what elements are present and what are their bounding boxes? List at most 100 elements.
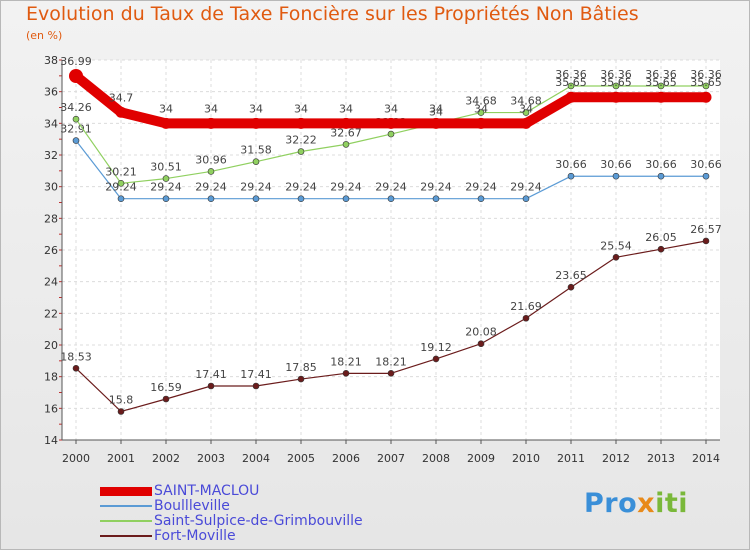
data-point-saint-sulpice-de-grimbouville <box>297 148 305 155</box>
data-label-fort-moville: 18.53 <box>60 350 92 363</box>
data-label-boullleville: 29.24 <box>285 181 317 194</box>
data-point-boullleville <box>252 195 260 202</box>
x-tick-label: 2013 <box>647 452 675 465</box>
x-tick-label: 2004 <box>242 452 270 465</box>
data-point-saint-maclou <box>340 117 352 129</box>
data-label-saint-sulpice-de-grimbouville: 30.51 <box>150 161 182 174</box>
data-point-saint-maclou <box>565 91 577 103</box>
data-label-fort-moville: 20.08 <box>465 326 497 339</box>
data-label-saint-sulpice-de-grimbouville: 34.68 <box>465 95 497 108</box>
y-axis-unit: (en %) <box>26 29 63 42</box>
data-label-fort-moville: 19.12 <box>420 341 452 354</box>
x-tick-label: 2014 <box>692 452 720 465</box>
data-label-saint-maclou: 35.65 <box>645 76 677 89</box>
data-label-boullleville: 29.24 <box>150 181 182 194</box>
y-tick-label: 26 <box>44 244 58 257</box>
data-label-fort-moville: 17.41 <box>195 368 227 381</box>
data-point-saint-maclou <box>475 117 487 129</box>
data-label-fort-moville: 23.65 <box>555 269 587 282</box>
data-point-saint-maclou <box>700 91 712 103</box>
line-chart: 14 16 18 20 22 24 26 28 30 32 34 36 38 2000 2001 2002 20… <box>44 54 722 465</box>
x-tick-label: 2006 <box>332 452 360 465</box>
data-label-saint-sulpice-de-grimbouville: 31.58 <box>240 144 272 157</box>
data-point-boullleville <box>477 195 485 202</box>
data-point-boullleville <box>567 172 575 180</box>
y-tick-label: 24 <box>44 276 58 289</box>
y-tick-label: 14 <box>44 434 58 447</box>
chart-title: Evolution du Taux de Taxe Foncière sur l… <box>26 3 639 25</box>
data-point-saint-sulpice-de-grimbouville <box>522 109 530 116</box>
data-label-saint-sulpice-de-grimbouville: 32.67 <box>330 126 362 139</box>
data-point-boullleville <box>522 195 530 202</box>
data-label-boullleville: 29.24 <box>420 181 452 194</box>
y-tick-label: 16 <box>44 402 58 415</box>
x-tick-label: 2001 <box>107 452 135 465</box>
data-point-boullleville <box>342 195 350 202</box>
legend-label: Boullleville <box>154 498 230 514</box>
data-point-fort-moville <box>207 382 215 390</box>
data-label-boullleville: 32.91 <box>60 123 92 136</box>
data-label-boullleville: 30.66 <box>555 158 587 171</box>
data-point-saint-sulpice-de-grimbouville <box>387 130 395 138</box>
data-label-boullleville: 29.24 <box>240 181 272 194</box>
data-point-saint-sulpice-de-grimbouville <box>702 82 710 90</box>
data-label-fort-moville: 25.54 <box>600 239 632 252</box>
data-label-saint-sulpice-de-grimbouville: 32.22 <box>285 134 317 147</box>
data-label-boullleville: 29.24 <box>465 181 497 194</box>
data-point-fort-moville <box>477 340 485 348</box>
data-point-saint-maclou <box>520 117 532 129</box>
data-label-fort-moville: 15.8 <box>109 394 134 407</box>
data-label-saint-maclou: 34 <box>339 102 353 115</box>
data-label-saint-maclou: 34 <box>294 102 308 115</box>
data-point-boullleville <box>72 137 80 144</box>
data-point-saint-sulpice-de-grimbouville <box>477 109 485 116</box>
x-tick-label: 2011 <box>557 452 585 465</box>
data-label-fort-moville: 17.85 <box>285 361 317 374</box>
data-label-saint-maclou: 35.65 <box>600 76 632 89</box>
data-label-saint-sulpice-de-grimbouville: 36.36 <box>600 68 632 81</box>
x-tick-label: 2002 <box>152 452 180 465</box>
data-point-fort-moville <box>117 408 125 415</box>
data-point-fort-moville <box>612 253 620 261</box>
data-label-saint-maclou: 34 <box>474 102 488 115</box>
y-tick-label: 18 <box>44 371 58 384</box>
data-point-saint-maclou <box>160 117 172 129</box>
data-point-saint-sulpice-de-grimbouville <box>117 180 125 187</box>
data-label-saint-sulpice-de-grimbouville: 34.68 <box>510 95 542 108</box>
data-point-fort-moville <box>567 283 575 291</box>
data-label-fort-moville: 26.57 <box>690 223 722 236</box>
data-point-fort-moville <box>297 375 305 383</box>
data-label-saint-maclou: 34 <box>204 102 218 115</box>
data-point-fort-moville <box>252 382 260 390</box>
legend-label: SAINT-MACLOU <box>154 483 260 499</box>
data-label-boullleville: 30.66 <box>645 158 677 171</box>
data-point-boullleville <box>117 195 125 202</box>
data-label-saint-maclou: 34 <box>159 102 173 115</box>
data-point-boullleville <box>387 195 395 202</box>
data-label-fort-moville: 18.21 <box>330 355 362 368</box>
data-point-boullleville <box>207 195 215 202</box>
data-point-fort-moville <box>522 314 530 322</box>
data-point-fort-moville <box>342 370 350 377</box>
data-label-saint-maclou: 36.99 <box>60 55 92 68</box>
data-label-saint-sulpice-de-grimbouville: 30.21 <box>105 165 137 178</box>
data-point-boullleville <box>432 195 440 202</box>
data-label-saint-sulpice-de-grimbouville: 36.36 <box>690 68 722 81</box>
data-point-fort-moville <box>387 370 395 377</box>
data-label-boullleville: 29.24 <box>510 181 542 194</box>
x-tick-label: 2010 <box>512 452 540 465</box>
data-label-saint-maclou: 34 <box>429 102 443 115</box>
x-tick-label: 2012 <box>602 452 630 465</box>
data-point-saint-maclou <box>69 68 83 83</box>
legend-label: Saint-Sulpice-de-Grimbouville <box>154 513 363 529</box>
data-point-boullleville <box>612 172 620 180</box>
data-point-saint-maclou <box>115 106 127 118</box>
data-point-saint-sulpice-de-grimbouville <box>657 82 665 90</box>
data-point-saint-maclou <box>610 91 622 103</box>
data-point-fort-moville <box>72 364 80 372</box>
data-label-saint-maclou: 34 <box>249 102 263 115</box>
legend-swatch <box>100 505 152 507</box>
data-point-saint-sulpice-de-grimbouville <box>252 158 260 165</box>
y-tick-label: 30 <box>44 181 58 194</box>
data-point-boullleville <box>657 172 665 180</box>
